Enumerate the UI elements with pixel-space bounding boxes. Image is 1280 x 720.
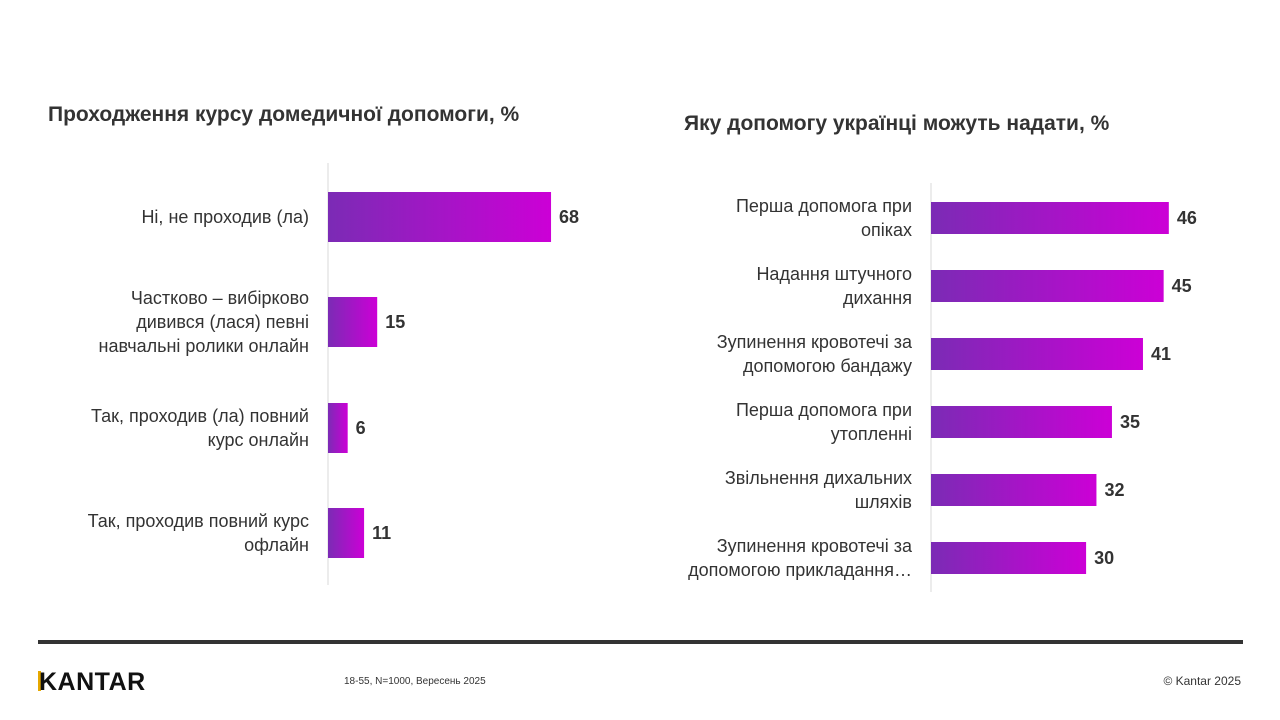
data-label: 45 [1172, 276, 1192, 296]
category-label: Так, проходив (ла) повний [91, 406, 309, 426]
category-label: дивився (лася) певні [136, 312, 309, 332]
category-label: опіках [861, 220, 912, 240]
data-label: 11 [372, 523, 391, 543]
category-label: утопленні [831, 424, 912, 444]
sample-note: 18-55, N=1000, Вересень 2025 [344, 676, 486, 687]
copyright: © Kantar 2025 [1163, 674, 1241, 688]
category-label: Надання штучного [756, 264, 912, 284]
data-label: 41 [1151, 344, 1171, 364]
category-label: офлайн [244, 535, 309, 555]
bar-right-2 [931, 338, 1143, 370]
category-label: Частково – вибірково [131, 288, 309, 308]
data-label: 35 [1120, 412, 1140, 432]
data-label: 32 [1104, 480, 1124, 500]
category-label: Зупинення кровотечі за [717, 536, 913, 556]
data-label: 15 [385, 312, 405, 332]
category-label: допомогою бандажу [743, 356, 912, 376]
bar-right-5 [931, 542, 1087, 574]
category-label: навчальні ролики онлайн [99, 336, 310, 356]
category-label: Звільнення дихальних [725, 468, 912, 488]
bar-left-0 [328, 192, 552, 242]
kantar-logo: KANTAR [38, 668, 146, 696]
category-label: Перша допомога при [736, 196, 912, 216]
bar-left-2 [328, 403, 348, 453]
data-label: 6 [356, 418, 366, 438]
chart-title-right: Яку допомогу українці можуть надати, % [684, 112, 1110, 135]
bar-right-0 [931, 202, 1169, 234]
category-label: Зупинення кровотечі за [717, 332, 913, 352]
category-label: Так, проходив повний курс [88, 511, 309, 531]
data-label: 68 [559, 207, 579, 227]
chart-title-left: Проходження курсу домедичної допомоги, % [48, 103, 520, 126]
bar-charts: 68 Ні, не проходив (ла) 15 Частково – вибір… [88, 163, 1197, 592]
category-label: курс онлайн [208, 430, 309, 450]
footer-divider [38, 640, 1243, 644]
category-label: Перша допомога при [736, 400, 912, 420]
data-label: 30 [1094, 548, 1114, 568]
category-label: допомогою прикладання… [688, 560, 912, 580]
bar-left-1 [328, 297, 378, 347]
category-label: Ні, не проходив (ла) [141, 207, 309, 227]
category-label: шляхів [855, 492, 912, 512]
category-label: дихання [843, 288, 912, 308]
bar-right-1 [931, 270, 1164, 302]
bar-right-4 [931, 474, 1097, 506]
bar-left-3 [328, 508, 365, 558]
bar-right-3 [931, 406, 1112, 438]
data-label: 46 [1177, 208, 1197, 228]
